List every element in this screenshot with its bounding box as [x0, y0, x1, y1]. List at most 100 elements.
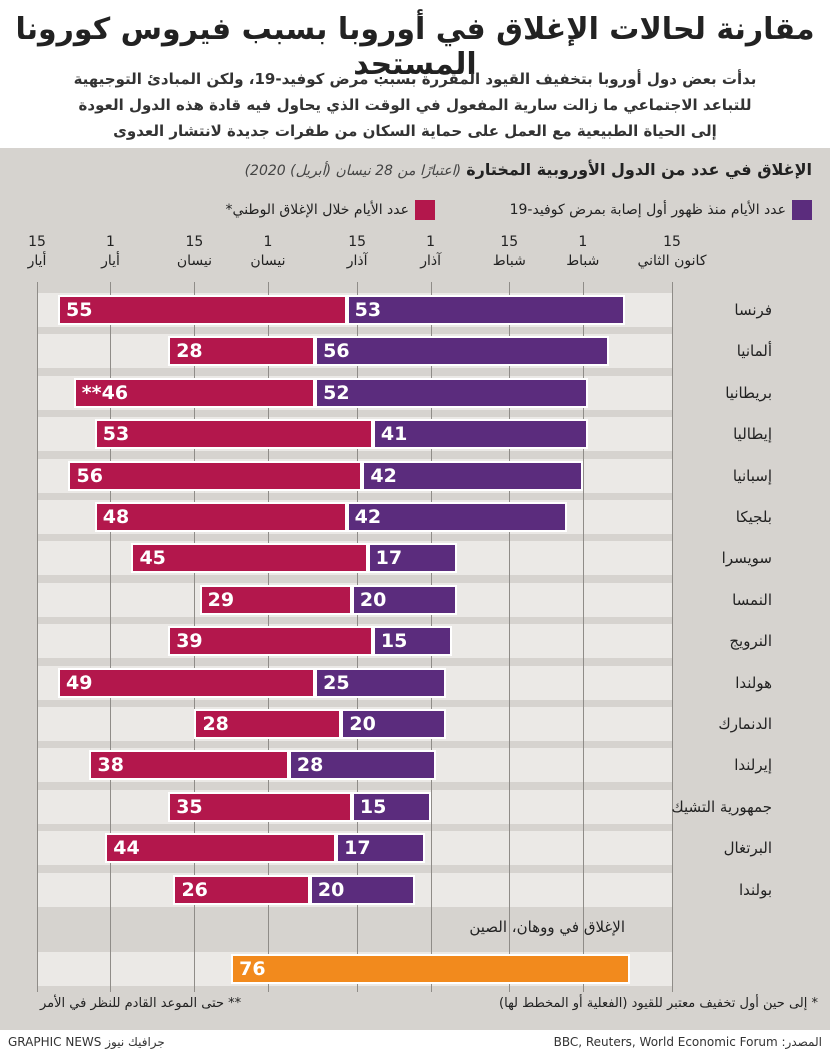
bar-segment: [372, 419, 589, 450]
category-label: إيرلندا: [734, 756, 772, 775]
value-label: 26: [181, 878, 208, 901]
value-label: 56: [76, 464, 103, 487]
value-label: 76: [239, 958, 266, 980]
legend-label: عدد الأيام خلال الإغلاق الوطني*: [225, 202, 409, 218]
bar-segment: [336, 833, 426, 864]
grid-line: [110, 282, 112, 992]
bar-segment: [94, 502, 347, 532]
value-label: 17: [344, 837, 371, 860]
subtitle-line: بدأت بعض دول أوروبا بتخفيف القيود المقرر…: [73, 70, 757, 88]
value-label: 55: [65, 299, 93, 321]
x-tick-label: 1 شباط: [566, 234, 600, 269]
chart-subtitle: (اعتبارًا من 28 نيسان (أبريل) 2020): [244, 163, 462, 179]
legend-item: عدد الأيام خلال الإغلاق الوطني*: [226, 200, 435, 220]
bar-segment: [73, 377, 316, 408]
grid-line: [37, 282, 38, 992]
bar-segment: [68, 460, 363, 491]
value-label: 20: [317, 878, 345, 901]
value-label: 25: [323, 671, 350, 694]
bar-segment: [89, 750, 289, 781]
value-label: 53: [354, 299, 382, 321]
bar-segment: [351, 584, 457, 615]
legend-swatch: [415, 200, 435, 220]
bar-segment: [173, 874, 310, 905]
value-label: 29: [207, 588, 235, 611]
x-tick-label: 1 أيار: [101, 234, 120, 269]
category-label: جمهورية التشيك: [671, 797, 772, 816]
x-tick-label: 1 نيسان: [250, 234, 286, 269]
x-tick-label: 15 آذار: [346, 234, 368, 269]
value-label: 39: [176, 630, 203, 653]
category-label: إيطاليا: [733, 425, 772, 444]
subtitle-line: إلى الحياة الطبيعية مع العمل على حماية ا…: [113, 122, 717, 140]
bar-segment: [372, 626, 452, 657]
chart-heading: الإغلاق في عدد من الدول الأوروبية المختا…: [245, 160, 812, 179]
x-tick-label: 15 نيسان: [176, 234, 213, 269]
bar-segment: [168, 336, 316, 367]
bar-segment: [199, 584, 352, 615]
title: مقارنة لحالات الإغلاق في أوروبا بسبب فير…: [15, 12, 815, 82]
subtitle-line: للتباعد الاجتماعي ما زالت سارية المفعول …: [78, 96, 752, 114]
x-tick-label: 15 كانون الثاني: [637, 234, 707, 269]
value-label: 41: [380, 423, 408, 446]
category-label: فرنسا: [734, 301, 772, 319]
subtitle: بدأت بعض دول أوروبا بتخفيف القيود المقرر…: [40, 66, 790, 144]
bar-segment: [346, 295, 625, 325]
bar-segment: [362, 460, 583, 491]
value-label: 45: [139, 547, 166, 570]
x-tick-label: 15 أيار: [27, 234, 47, 269]
legend-item: عدد الأيام منذ ظهور أول إصابة بمرض كوفيد…: [510, 200, 812, 220]
value-label: 49: [65, 671, 93, 694]
value-label: 28: [202, 713, 229, 735]
bar-segment: [94, 419, 373, 450]
chart-title: الإغلاق في عدد من الدول الأوروبية المختا…: [466, 160, 812, 179]
value-label: 28: [176, 340, 203, 363]
bar-segment: [168, 626, 373, 657]
x-tick-label: 15 شباط: [492, 234, 526, 269]
bar-segment: [315, 336, 609, 367]
category-label: النمسا: [732, 590, 772, 609]
x-tick-label: 1 آذار: [420, 234, 441, 269]
footnote: * إلى حين أول تخفيف معتبر للقيود (الفعلي…: [499, 996, 818, 1011]
value-label: 38: [97, 754, 124, 777]
value-label: 17: [375, 547, 403, 570]
value-label: 15: [380, 630, 408, 653]
bar-segment: [346, 502, 568, 532]
bar-segment: [315, 667, 447, 698]
grid-line: [582, 282, 584, 992]
bar-segment: [105, 833, 337, 864]
category-label: بلجيكا: [735, 508, 772, 526]
bar-segment: [351, 791, 431, 822]
value-label: 48: [102, 506, 130, 528]
category-label: إسبانيا: [732, 466, 772, 485]
value-label: 52: [323, 381, 350, 404]
bar-segment: [288, 750, 436, 781]
bar-segment: [309, 874, 415, 905]
extra-label: الإغلاق في ووهان، الصين: [469, 918, 625, 936]
bar-segment: [168, 791, 352, 822]
bar-segment: [315, 377, 589, 408]
bar-segment: [231, 954, 630, 984]
value-label: 28: [296, 754, 324, 777]
credit: GRAPHIC NEWS جرافيك نيوز: [8, 1035, 165, 1049]
category-label: سويسرا: [721, 549, 772, 568]
value-label: 53: [102, 423, 130, 446]
category-label: ألمانيا: [736, 342, 772, 361]
bar-segment: [57, 295, 347, 325]
category-label: النرويج: [729, 632, 772, 651]
value-label: 56: [323, 340, 350, 363]
category-label: بريطانيا: [725, 383, 772, 402]
grid-line: [509, 282, 511, 992]
value-label: 44: [113, 837, 140, 860]
bar-segment: [57, 667, 316, 698]
grid-line: [672, 282, 673, 992]
category-label: الدنمارك: [718, 715, 772, 733]
bar-segment: [341, 709, 447, 739]
bar-segment: [131, 543, 368, 574]
category-label: بولندا: [738, 880, 772, 899]
value-label: 15: [359, 795, 387, 818]
category-label: البرتغال: [723, 839, 772, 858]
value-label: **46: [81, 381, 129, 404]
value-label: 42: [354, 506, 382, 528]
